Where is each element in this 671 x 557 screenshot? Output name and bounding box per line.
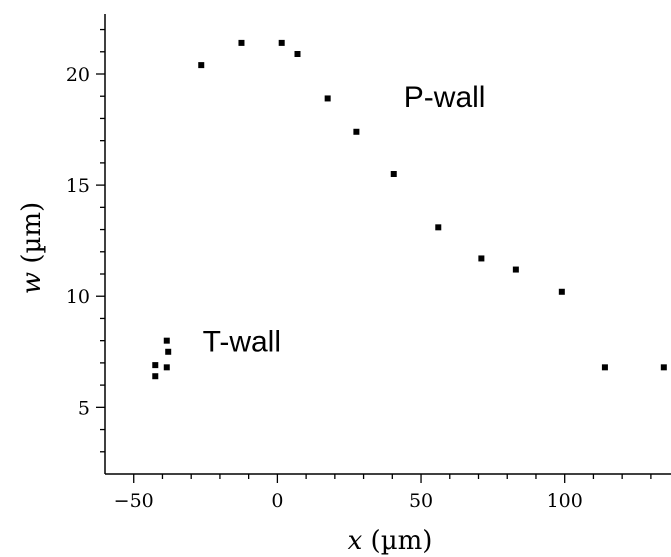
y-tick-label: 10 xyxy=(66,286,90,308)
annotation-label: T-wall xyxy=(203,326,281,359)
data-point xyxy=(198,62,205,69)
x-axis-label-var: x xyxy=(348,526,363,556)
y-axis-label: w (µm) xyxy=(17,202,47,294)
x-tick-label: 100 xyxy=(547,490,583,512)
annotation-label: P-wall xyxy=(404,81,486,114)
x-tick-label: 50 xyxy=(409,490,433,512)
data-point xyxy=(353,128,360,135)
data-point xyxy=(278,39,285,46)
x-axis-label: x (µm) xyxy=(348,526,433,556)
y-axis-label-var: w xyxy=(17,272,47,294)
data-point xyxy=(601,364,608,371)
y-tick-label: 15 xyxy=(66,175,90,197)
x-tick-label: 0 xyxy=(271,490,283,512)
axes xyxy=(104,14,671,475)
data-point xyxy=(163,364,170,371)
data-point xyxy=(324,95,331,102)
data-point xyxy=(163,337,170,344)
x-axis-label-unit: (µm) xyxy=(362,526,432,556)
y-ticks: 5 10 15 20 xyxy=(66,28,105,453)
data-point xyxy=(660,364,667,371)
data-point xyxy=(165,348,172,355)
data-point xyxy=(238,39,245,46)
data-point xyxy=(152,362,159,369)
data-point xyxy=(294,51,301,57)
x-tick-label: −50 xyxy=(114,490,154,512)
data-point xyxy=(512,266,519,273)
data-point xyxy=(478,255,485,262)
data-points xyxy=(152,39,667,380)
data-point xyxy=(152,373,159,380)
annotations: P-wall T-wall xyxy=(203,81,486,358)
data-point xyxy=(390,171,397,177)
y-axis-label-unit: (µm) xyxy=(17,202,47,272)
data-point xyxy=(558,288,565,295)
y-tick-label: 5 xyxy=(78,397,90,419)
data-point xyxy=(435,224,442,231)
x-ticks: −50 0 50 100 xyxy=(114,474,652,512)
y-tick-label: 20 xyxy=(66,64,90,86)
